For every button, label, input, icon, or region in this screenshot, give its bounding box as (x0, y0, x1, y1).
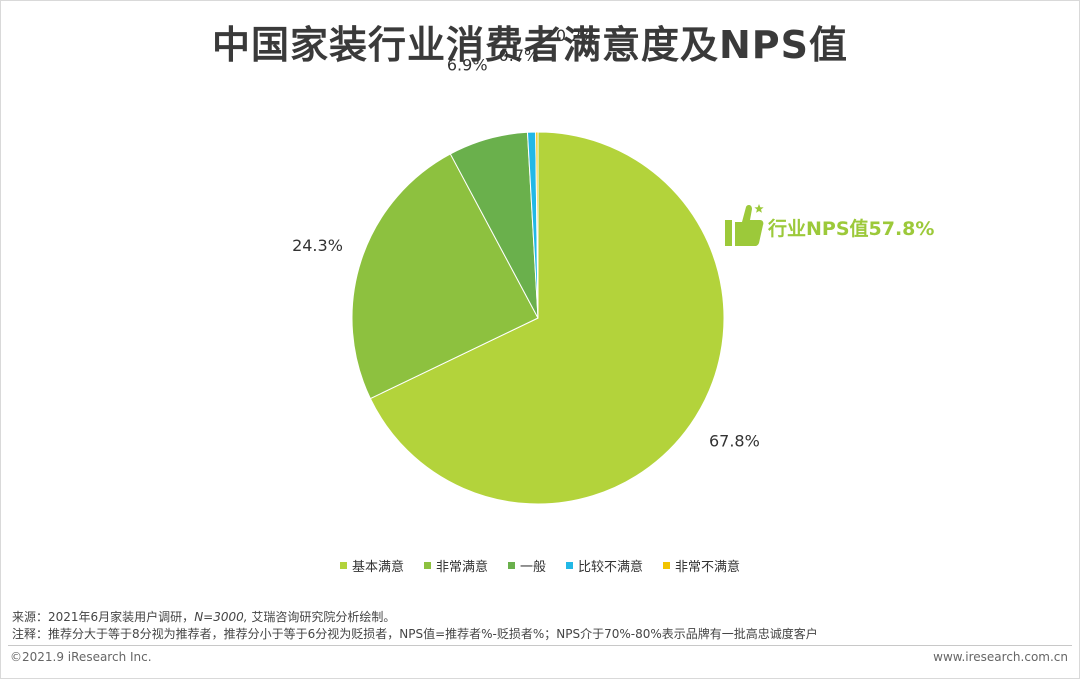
pie-label-average: 6.9% (447, 56, 488, 75)
chart-notes: 来源：2021年6月家装用户调研，N=3000, 艾瑞咨询研究院分析绘制。 注释… (12, 609, 1072, 643)
pie-slice-basic-satisfied (369, 131, 725, 505)
pie-slices (351, 131, 725, 505)
source-suffix: 艾瑞咨询研究院分析绘制。 (251, 610, 396, 624)
legend-item-basic-satisfied: 基本满意 (339, 556, 404, 575)
legend-swatch (507, 562, 515, 569)
website-link[interactable]: www.iresearch.com.cn (933, 650, 1068, 664)
legend-swatch (339, 562, 347, 569)
legend-item-very-dissatisfied: 非常不满意 (663, 556, 740, 575)
copyright: ©2021.9 iResearch Inc. (10, 650, 152, 664)
pie-label-very-dissatisfied: 0.2% (556, 26, 597, 45)
legend-swatch (663, 562, 671, 569)
pie-labels: 67.8% 24.3% 6.9% 0.7% 0.2% (292, 26, 760, 450)
legend-label: 一般 (519, 560, 546, 575)
source-note: 来源：2021年6月家装用户调研，N=3000, 艾瑞咨询研究院分析绘制。 (12, 609, 1072, 626)
legend-label: 基本满意 (351, 560, 404, 575)
pie-chart: 67.8% 24.3% 6.9% 0.7% 0.2% 行业NPS值57.8% (292, 26, 934, 505)
legend-item-very-satisfied: 非常满意 (423, 556, 488, 575)
pie-label-basic-satisfied: 67.8% (709, 431, 760, 450)
nps-value-label: 行业NPS值57.8% (767, 217, 934, 240)
pie-label-somewhat-dissatisfied: 0.7% (499, 46, 540, 65)
legend-swatch (566, 562, 573, 569)
page-title: 中国家装行业消费者满意度及NPS值 (211, 23, 849, 67)
legend-label: 非常不满意 (675, 560, 741, 575)
legend-swatch (423, 562, 431, 569)
definition-note: 注释：推荐分大于等于8分视为推荐者，推荐分小于等于6分视为贬损者，NPS值=推荐… (12, 627, 818, 641)
chart-legend: 基本满意 非常满意 一般 比较不满意 非常不满意 (0, 556, 1080, 575)
source-prefix: 来源：2021年6月家装用户调研， (12, 610, 195, 624)
nps-callout: 行业NPS值57.8% (725, 204, 934, 246)
pie-slice-very-satisfied (351, 153, 539, 400)
pie-label-very-satisfied: 24.3% (292, 236, 343, 255)
legend-item-somewhat-dissatisfied: 比较不满意 (566, 556, 643, 575)
sample-size: N=3000, (194, 610, 248, 624)
pie-slice-very-dissatisfied (535, 131, 539, 319)
thumbs-up-icon (725, 204, 764, 246)
legend-label: 非常满意 (435, 560, 488, 575)
legend-item-average: 一般 (507, 556, 546, 575)
legend-label: 比较不满意 (578, 560, 644, 575)
footer-divider (8, 645, 1072, 646)
